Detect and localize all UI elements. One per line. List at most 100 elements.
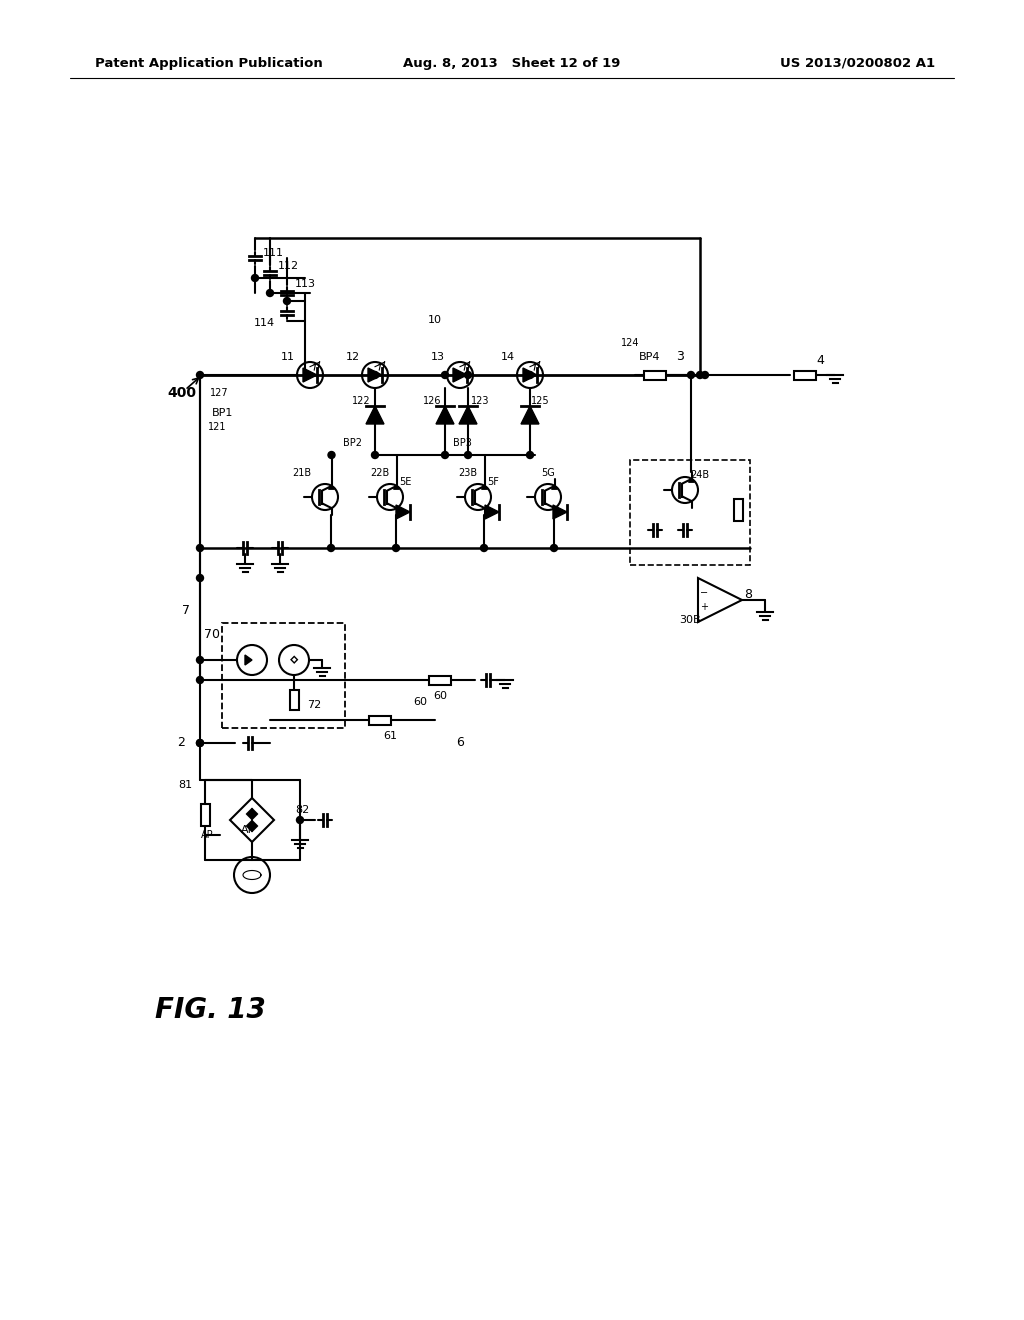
Text: 14: 14	[501, 352, 515, 362]
Text: 112: 112	[278, 261, 299, 271]
Circle shape	[696, 371, 703, 379]
Text: ⋄: ⋄	[289, 651, 299, 669]
Text: 5G: 5G	[541, 469, 555, 478]
Text: 61: 61	[383, 731, 397, 741]
Bar	[794, 371, 816, 380]
Text: 22B: 22B	[371, 469, 389, 478]
Text: 12: 12	[346, 352, 360, 362]
Bar	[733, 499, 742, 521]
Text: 2: 2	[177, 737, 185, 750]
Text: FIG. 13: FIG. 13	[155, 997, 266, 1024]
Text: 127: 127	[210, 388, 228, 399]
Text: 121: 121	[208, 422, 226, 432]
Polygon shape	[553, 506, 567, 519]
Polygon shape	[453, 368, 467, 381]
Bar	[630, 459, 750, 565]
Polygon shape	[688, 479, 694, 482]
Polygon shape	[521, 407, 539, 424]
Text: 125: 125	[530, 396, 549, 407]
Bar	[201, 804, 210, 826]
Circle shape	[372, 451, 379, 458]
Polygon shape	[436, 407, 454, 424]
Circle shape	[197, 656, 204, 664]
Bar	[429, 676, 451, 685]
Circle shape	[526, 451, 534, 458]
Polygon shape	[396, 506, 410, 519]
Circle shape	[284, 297, 291, 305]
Text: 60: 60	[413, 697, 427, 708]
Circle shape	[480, 544, 487, 552]
Text: 10: 10	[428, 315, 442, 325]
Circle shape	[197, 676, 204, 684]
Circle shape	[197, 574, 204, 582]
Polygon shape	[252, 820, 258, 832]
Circle shape	[297, 817, 303, 824]
Text: BP2: BP2	[343, 438, 362, 447]
Text: 114: 114	[254, 318, 275, 327]
Text: BP3: BP3	[453, 438, 471, 447]
Circle shape	[252, 275, 258, 281]
Text: 11: 11	[281, 352, 295, 362]
Circle shape	[465, 451, 471, 458]
Text: −: −	[700, 587, 708, 598]
Text: AP: AP	[201, 830, 213, 840]
Text: 7: 7	[182, 605, 190, 618]
Text: 113: 113	[295, 279, 316, 289]
Text: 21B: 21B	[293, 469, 311, 478]
Bar	[369, 715, 391, 725]
Text: 13: 13	[431, 352, 445, 362]
Polygon shape	[246, 808, 252, 820]
Polygon shape	[523, 368, 537, 381]
Text: 5F: 5F	[487, 477, 499, 487]
Circle shape	[197, 739, 204, 747]
Polygon shape	[303, 368, 317, 381]
Circle shape	[266, 289, 273, 297]
Text: 3: 3	[676, 351, 684, 363]
Circle shape	[197, 739, 204, 747]
Text: +: +	[700, 602, 708, 612]
Circle shape	[441, 451, 449, 458]
Text: 5E: 5E	[398, 477, 412, 487]
Circle shape	[372, 371, 379, 379]
Text: 126: 126	[423, 396, 441, 407]
Text: 60: 60	[433, 690, 447, 701]
Polygon shape	[246, 820, 252, 832]
Text: 124: 124	[621, 338, 639, 348]
Polygon shape	[368, 368, 382, 381]
Text: BP4: BP4	[639, 352, 660, 362]
Text: 8: 8	[744, 589, 752, 602]
Circle shape	[465, 371, 471, 379]
Circle shape	[197, 371, 204, 379]
Text: 81: 81	[178, 780, 193, 789]
Text: Patent Application Publication: Patent Application Publication	[95, 57, 323, 70]
Text: 4: 4	[816, 354, 824, 367]
Text: 400: 400	[167, 385, 196, 400]
Circle shape	[197, 544, 204, 552]
Text: 122: 122	[351, 396, 371, 407]
Text: 82: 82	[295, 805, 309, 814]
Polygon shape	[481, 486, 487, 490]
Text: 30B: 30B	[679, 615, 700, 624]
Polygon shape	[552, 486, 557, 490]
Circle shape	[526, 371, 534, 379]
Text: US 2013/0200802 A1: US 2013/0200802 A1	[780, 57, 935, 70]
Text: 70: 70	[204, 628, 220, 642]
Text: BP1: BP1	[212, 408, 233, 418]
Text: 6: 6	[456, 735, 464, 748]
Polygon shape	[459, 407, 477, 424]
Text: AP: AP	[241, 825, 255, 836]
Circle shape	[687, 371, 694, 379]
Bar	[222, 623, 345, 729]
Circle shape	[701, 371, 709, 379]
Text: 123: 123	[471, 396, 489, 407]
Circle shape	[328, 544, 335, 552]
Circle shape	[328, 451, 335, 458]
Polygon shape	[485, 506, 499, 519]
Bar	[290, 690, 299, 710]
Polygon shape	[252, 808, 258, 820]
Polygon shape	[393, 486, 399, 490]
Text: 24B: 24B	[690, 470, 710, 480]
Circle shape	[551, 544, 557, 552]
Text: 72: 72	[307, 700, 322, 710]
Polygon shape	[329, 486, 335, 490]
